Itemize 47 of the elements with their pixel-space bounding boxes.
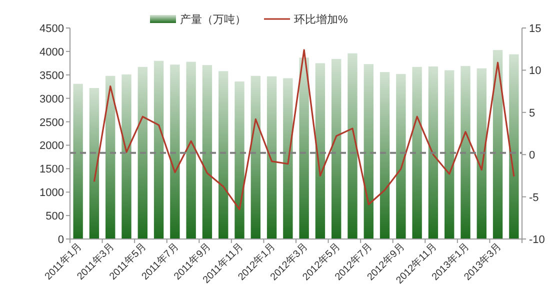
bar <box>380 72 390 239</box>
bar <box>266 76 277 239</box>
bar <box>170 64 180 239</box>
legend-label: 环比增加% <box>294 13 348 26</box>
y-tick-label: 3000 <box>40 93 64 106</box>
bar <box>509 54 519 239</box>
y-tick-label: 3500 <box>40 70 64 82</box>
y-tick-label: 2500 <box>40 116 64 129</box>
bar <box>315 63 326 239</box>
bar <box>364 64 374 239</box>
bar <box>492 50 503 239</box>
bar <box>348 53 358 239</box>
y-tick-label: 1500 <box>40 164 64 176</box>
bar <box>332 58 342 239</box>
bar <box>202 65 212 239</box>
line-series <box>93 49 515 210</box>
bar <box>154 60 164 239</box>
y-tick-label: 4500 <box>40 23 64 35</box>
bar <box>428 66 438 239</box>
y2-tick-label: 15 <box>529 23 542 35</box>
bar <box>250 76 260 239</box>
bar <box>476 68 486 239</box>
bar <box>89 88 100 239</box>
bar <box>106 76 116 239</box>
bar <box>299 58 309 239</box>
bar <box>283 78 293 239</box>
bar <box>396 74 406 239</box>
bar <box>186 62 196 239</box>
y2-tick-label: -10 <box>529 234 545 246</box>
y-tick-label: 1000 <box>40 187 64 200</box>
bar <box>234 81 244 239</box>
legend-label: 产量（万吨） <box>180 13 246 26</box>
y2-tick-label: 0 <box>529 150 536 162</box>
y2-tick-label: 5 <box>529 107 536 120</box>
y-tick-label: 500 <box>46 210 64 223</box>
bar <box>444 70 454 239</box>
y-tick-label: 0 <box>58 234 64 246</box>
y2-tick-label: -5 <box>529 192 539 204</box>
y2-tick-label: 10 <box>529 65 542 78</box>
y-tick-label: 4000 <box>40 46 64 58</box>
bar <box>73 84 83 239</box>
bar <box>122 74 132 239</box>
bar <box>412 66 422 239</box>
bar <box>460 66 470 239</box>
bar <box>138 66 148 239</box>
bar <box>218 71 228 239</box>
y-tick-label: 2000 <box>40 140 64 152</box>
